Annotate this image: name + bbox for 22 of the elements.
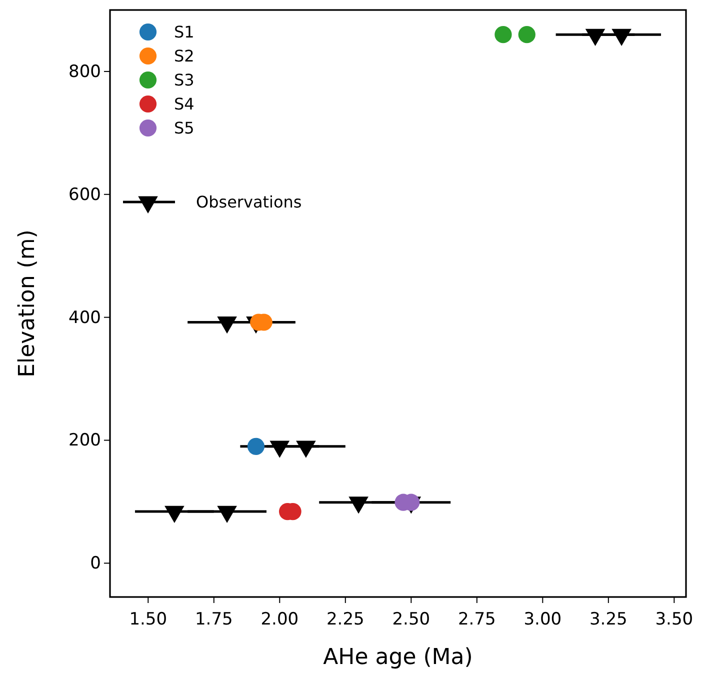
legend-label: S2 <box>174 46 194 66</box>
y-tick-label: 800 <box>68 62 101 82</box>
y-axis-title: Elevation (m) <box>15 230 40 378</box>
x-tick-label: 3.25 <box>589 610 628 630</box>
x-tick-label: 2.00 <box>260 610 299 630</box>
x-tick-label: 3.00 <box>524 610 562 630</box>
legend-label: S1 <box>174 22 194 42</box>
legend-label: S5 <box>174 118 194 138</box>
x-axis-title: AHe age (Ma) <box>323 645 473 670</box>
x-tick-label: 1.75 <box>194 610 233 630</box>
legend-label: S3 <box>174 70 194 90</box>
y-tick-label: 0 <box>90 554 101 574</box>
x-tick-label: 3.50 <box>655 610 694 630</box>
x-tick-label: 1.50 <box>129 610 168 630</box>
x-tick-label: 2.25 <box>326 610 364 630</box>
legend-label: Observations <box>196 192 302 212</box>
x-tick-label: 2.50 <box>392 610 430 630</box>
y-tick-label: 400 <box>68 308 101 328</box>
x-tick-label: 2.75 <box>458 610 496 630</box>
y-tick-label: 200 <box>68 430 101 451</box>
legend-label: S4 <box>174 94 194 114</box>
y-tick-label: 600 <box>68 184 101 205</box>
